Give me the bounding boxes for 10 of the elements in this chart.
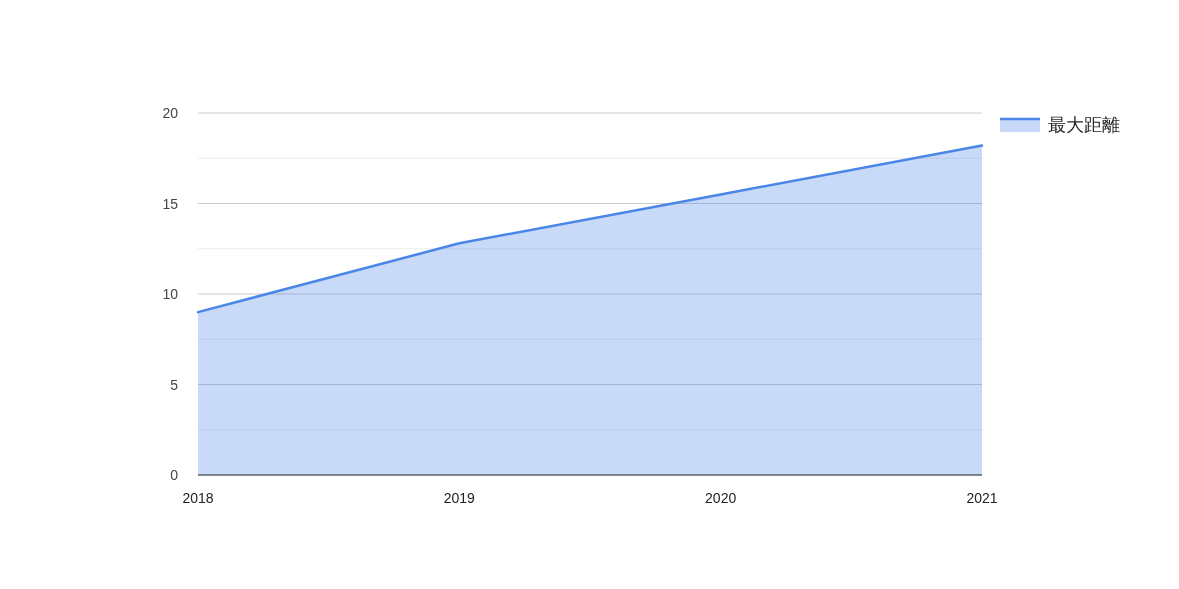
x-tick-label: 2021 bbox=[966, 490, 998, 506]
y-tick-label: 15 bbox=[162, 195, 179, 212]
y-tick-label: 0 bbox=[170, 467, 179, 483]
x-tick-label: 2020 bbox=[705, 490, 737, 506]
x-tick-label: 2019 bbox=[443, 490, 476, 506]
y-tick-label: 10 bbox=[162, 286, 179, 302]
y-tick-label: 20 bbox=[162, 105, 179, 121]
legend-label: 最大距離 bbox=[1048, 115, 1120, 135]
x-tick-label: 2018 bbox=[182, 490, 214, 506]
y-tick-label: 5 bbox=[170, 376, 179, 393]
